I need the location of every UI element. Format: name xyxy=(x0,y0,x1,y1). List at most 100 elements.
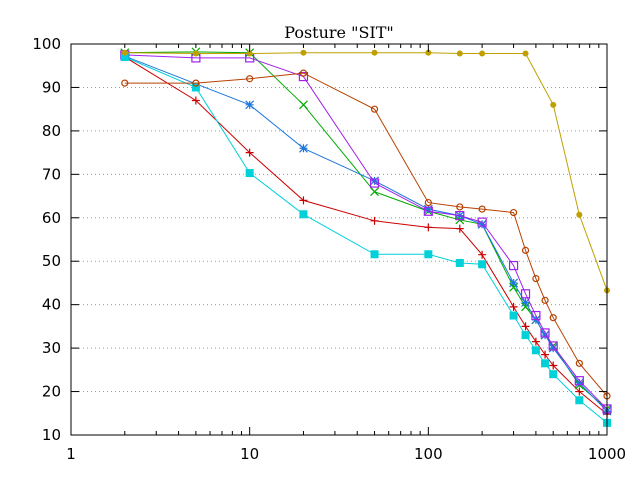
data-point xyxy=(455,211,465,221)
data-point xyxy=(300,49,307,56)
data-point xyxy=(246,75,254,83)
series-6 xyxy=(121,49,610,294)
data-point xyxy=(521,331,530,340)
data-point xyxy=(478,250,487,259)
data-point xyxy=(531,337,540,346)
series-7 xyxy=(121,69,611,400)
series-line xyxy=(124,54,608,410)
series-line xyxy=(124,52,608,291)
series-3 xyxy=(120,51,612,416)
data-point xyxy=(425,49,432,56)
x-tick-label: 10 xyxy=(240,445,259,463)
data-point xyxy=(120,53,129,62)
data-point xyxy=(574,376,584,386)
series-2 xyxy=(120,47,612,414)
data-point xyxy=(424,198,432,207)
y-tick-label: 10 xyxy=(42,426,61,444)
data-point xyxy=(192,79,200,87)
data-point xyxy=(424,250,433,259)
data-point xyxy=(478,260,487,269)
data-point xyxy=(576,211,583,218)
data-point xyxy=(521,246,530,254)
data-point xyxy=(541,350,550,359)
data-point xyxy=(521,322,530,331)
data-point xyxy=(245,148,254,157)
data-point xyxy=(479,50,486,57)
series-group xyxy=(120,47,612,427)
data-point xyxy=(456,203,464,211)
data-point xyxy=(540,328,550,338)
data-point xyxy=(541,359,550,368)
data-point xyxy=(509,282,519,292)
data-point xyxy=(370,216,379,225)
series-5 xyxy=(120,53,611,427)
series-line xyxy=(124,51,608,410)
data-point xyxy=(548,341,558,351)
data-point xyxy=(521,302,530,312)
data-point xyxy=(508,260,519,271)
data-point xyxy=(299,69,308,77)
plot-frame xyxy=(70,43,608,436)
data-point xyxy=(298,71,309,82)
data-point xyxy=(531,346,540,355)
data-point xyxy=(575,359,583,367)
data-point xyxy=(370,250,379,259)
data-point xyxy=(245,100,255,110)
data-point xyxy=(299,210,308,219)
data-point xyxy=(121,79,129,87)
data-point xyxy=(531,310,541,321)
data-point xyxy=(191,83,200,92)
x-tick-label: 1000 xyxy=(588,445,626,463)
y-tick-label: 40 xyxy=(42,296,61,314)
data-point xyxy=(423,204,433,214)
data-point xyxy=(455,224,464,233)
grid-lines xyxy=(71,86,607,393)
y-tick-label: 50 xyxy=(42,252,61,270)
data-point xyxy=(575,396,584,405)
data-point xyxy=(370,176,379,186)
data-point xyxy=(509,208,518,217)
data-point xyxy=(550,101,557,108)
data-point xyxy=(423,206,433,216)
x-tick-label: 1 xyxy=(66,445,76,463)
data-point xyxy=(509,302,518,311)
data-point xyxy=(456,50,463,57)
data-point xyxy=(520,289,531,299)
data-point xyxy=(521,298,530,307)
data-point xyxy=(121,49,128,56)
data-point xyxy=(371,49,378,56)
x-tick-label: 100 xyxy=(414,445,443,463)
y-tick-label: 20 xyxy=(42,383,61,401)
y-tick-label: 80 xyxy=(42,122,61,140)
data-point xyxy=(191,96,200,105)
data-point xyxy=(299,196,308,205)
data-point xyxy=(299,143,308,153)
data-point xyxy=(369,178,380,188)
data-point xyxy=(477,219,487,229)
y-tick-label: 100 xyxy=(32,35,61,53)
y-tick-label: 70 xyxy=(42,165,61,183)
data-point xyxy=(455,258,464,267)
data-point xyxy=(549,314,557,322)
data-point xyxy=(548,343,558,353)
y-tick-label: 60 xyxy=(42,209,61,227)
series-line xyxy=(124,72,608,397)
data-point xyxy=(549,361,558,370)
data-point xyxy=(509,278,519,288)
data-point xyxy=(532,275,540,283)
data-point xyxy=(574,378,584,388)
data-point xyxy=(370,105,379,113)
data-point xyxy=(299,100,308,110)
series-line xyxy=(124,56,608,415)
data-point xyxy=(478,205,486,213)
data-point xyxy=(246,50,253,57)
data-point xyxy=(549,370,558,379)
data-point xyxy=(540,330,550,340)
data-point xyxy=(522,50,529,57)
data-point xyxy=(509,311,518,320)
data-point xyxy=(192,50,199,57)
data-point xyxy=(370,187,379,197)
data-point xyxy=(424,223,433,232)
